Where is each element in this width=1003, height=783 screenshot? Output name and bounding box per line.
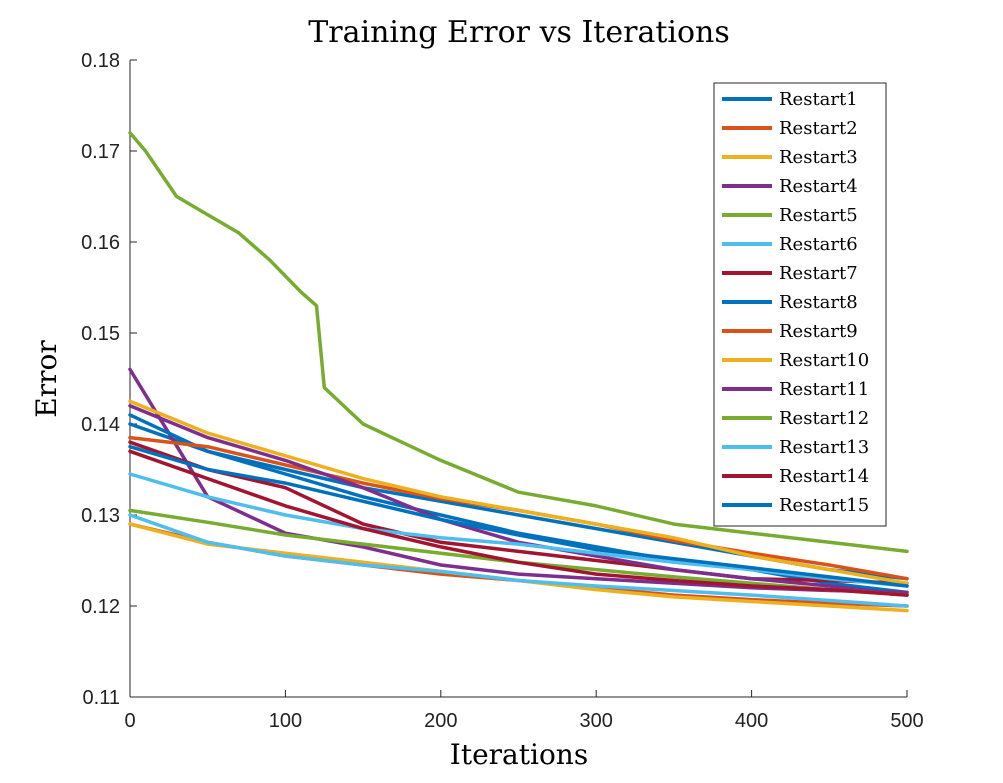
- legend-entry: Restart9: [779, 321, 858, 342]
- series-line-restart13: [128, 472, 909, 588]
- y-tick-label: 0.13: [81, 505, 120, 527]
- legend-entry: Restart1: [779, 89, 858, 110]
- series-line-restart15: [128, 444, 909, 588]
- legend-entry: Restart14: [779, 466, 869, 487]
- legend-entry: Restart11: [779, 379, 869, 400]
- series-lines: [128, 131, 909, 613]
- legend-entry: Restart12: [779, 408, 869, 429]
- y-tick-label: 0.11: [83, 687, 120, 709]
- x-tick-label: 200: [424, 710, 457, 732]
- x-tick-label: 0: [124, 710, 135, 732]
- plot-area: [129, 60, 907, 698]
- series-line-restart11: [128, 404, 909, 597]
- y-tick-label: 0.14: [81, 414, 120, 436]
- legend-entry: Restart2: [779, 118, 858, 139]
- legend-entry: Restart5: [779, 205, 858, 226]
- y-tick-label: 0.15: [81, 323, 120, 345]
- legend-entry: Restart4: [779, 176, 858, 197]
- x-axis-label: Iterations: [450, 738, 588, 771]
- y-axis-label: Error: [30, 340, 63, 418]
- series-line-restart10: [128, 399, 909, 586]
- x-tick-label: 500: [890, 710, 923, 732]
- x-tick-label: 300: [580, 710, 613, 732]
- y-tick-label: 0.12: [81, 596, 120, 618]
- series-line-restart5: [128, 131, 909, 554]
- x-tick-label: 400: [735, 710, 768, 732]
- legend-entry: Restart10: [779, 350, 869, 371]
- series-line-restart7: [128, 440, 909, 586]
- legend-entry: Restart15: [779, 495, 869, 516]
- legend-entry: Restart8: [779, 292, 858, 313]
- axis-ticks: 0 100 200 300 400 500 0.11 0.12 0.13 0.14 0.15 0.16…: [81, 50, 924, 732]
- x-tick-label: 100: [269, 710, 302, 732]
- y-tick-label: 0.16: [81, 232, 120, 254]
- series-line-restart6: [128, 513, 909, 608]
- chart-title: Training Error vs Iterations: [308, 15, 730, 50]
- legend-entry: Restart7: [779, 263, 858, 284]
- legend-entry: Restart3: [779, 147, 858, 168]
- legend: Restart1 Restart2 Restart3 Restart4 Restart5…: [713, 82, 887, 527]
- legend-entry: Restart6: [779, 234, 858, 255]
- legend-entry: Restart13: [779, 437, 869, 458]
- y-tick-label: 0.18: [81, 50, 120, 72]
- y-tick-label: 0.17: [81, 141, 120, 163]
- series-line-restart14: [128, 449, 909, 597]
